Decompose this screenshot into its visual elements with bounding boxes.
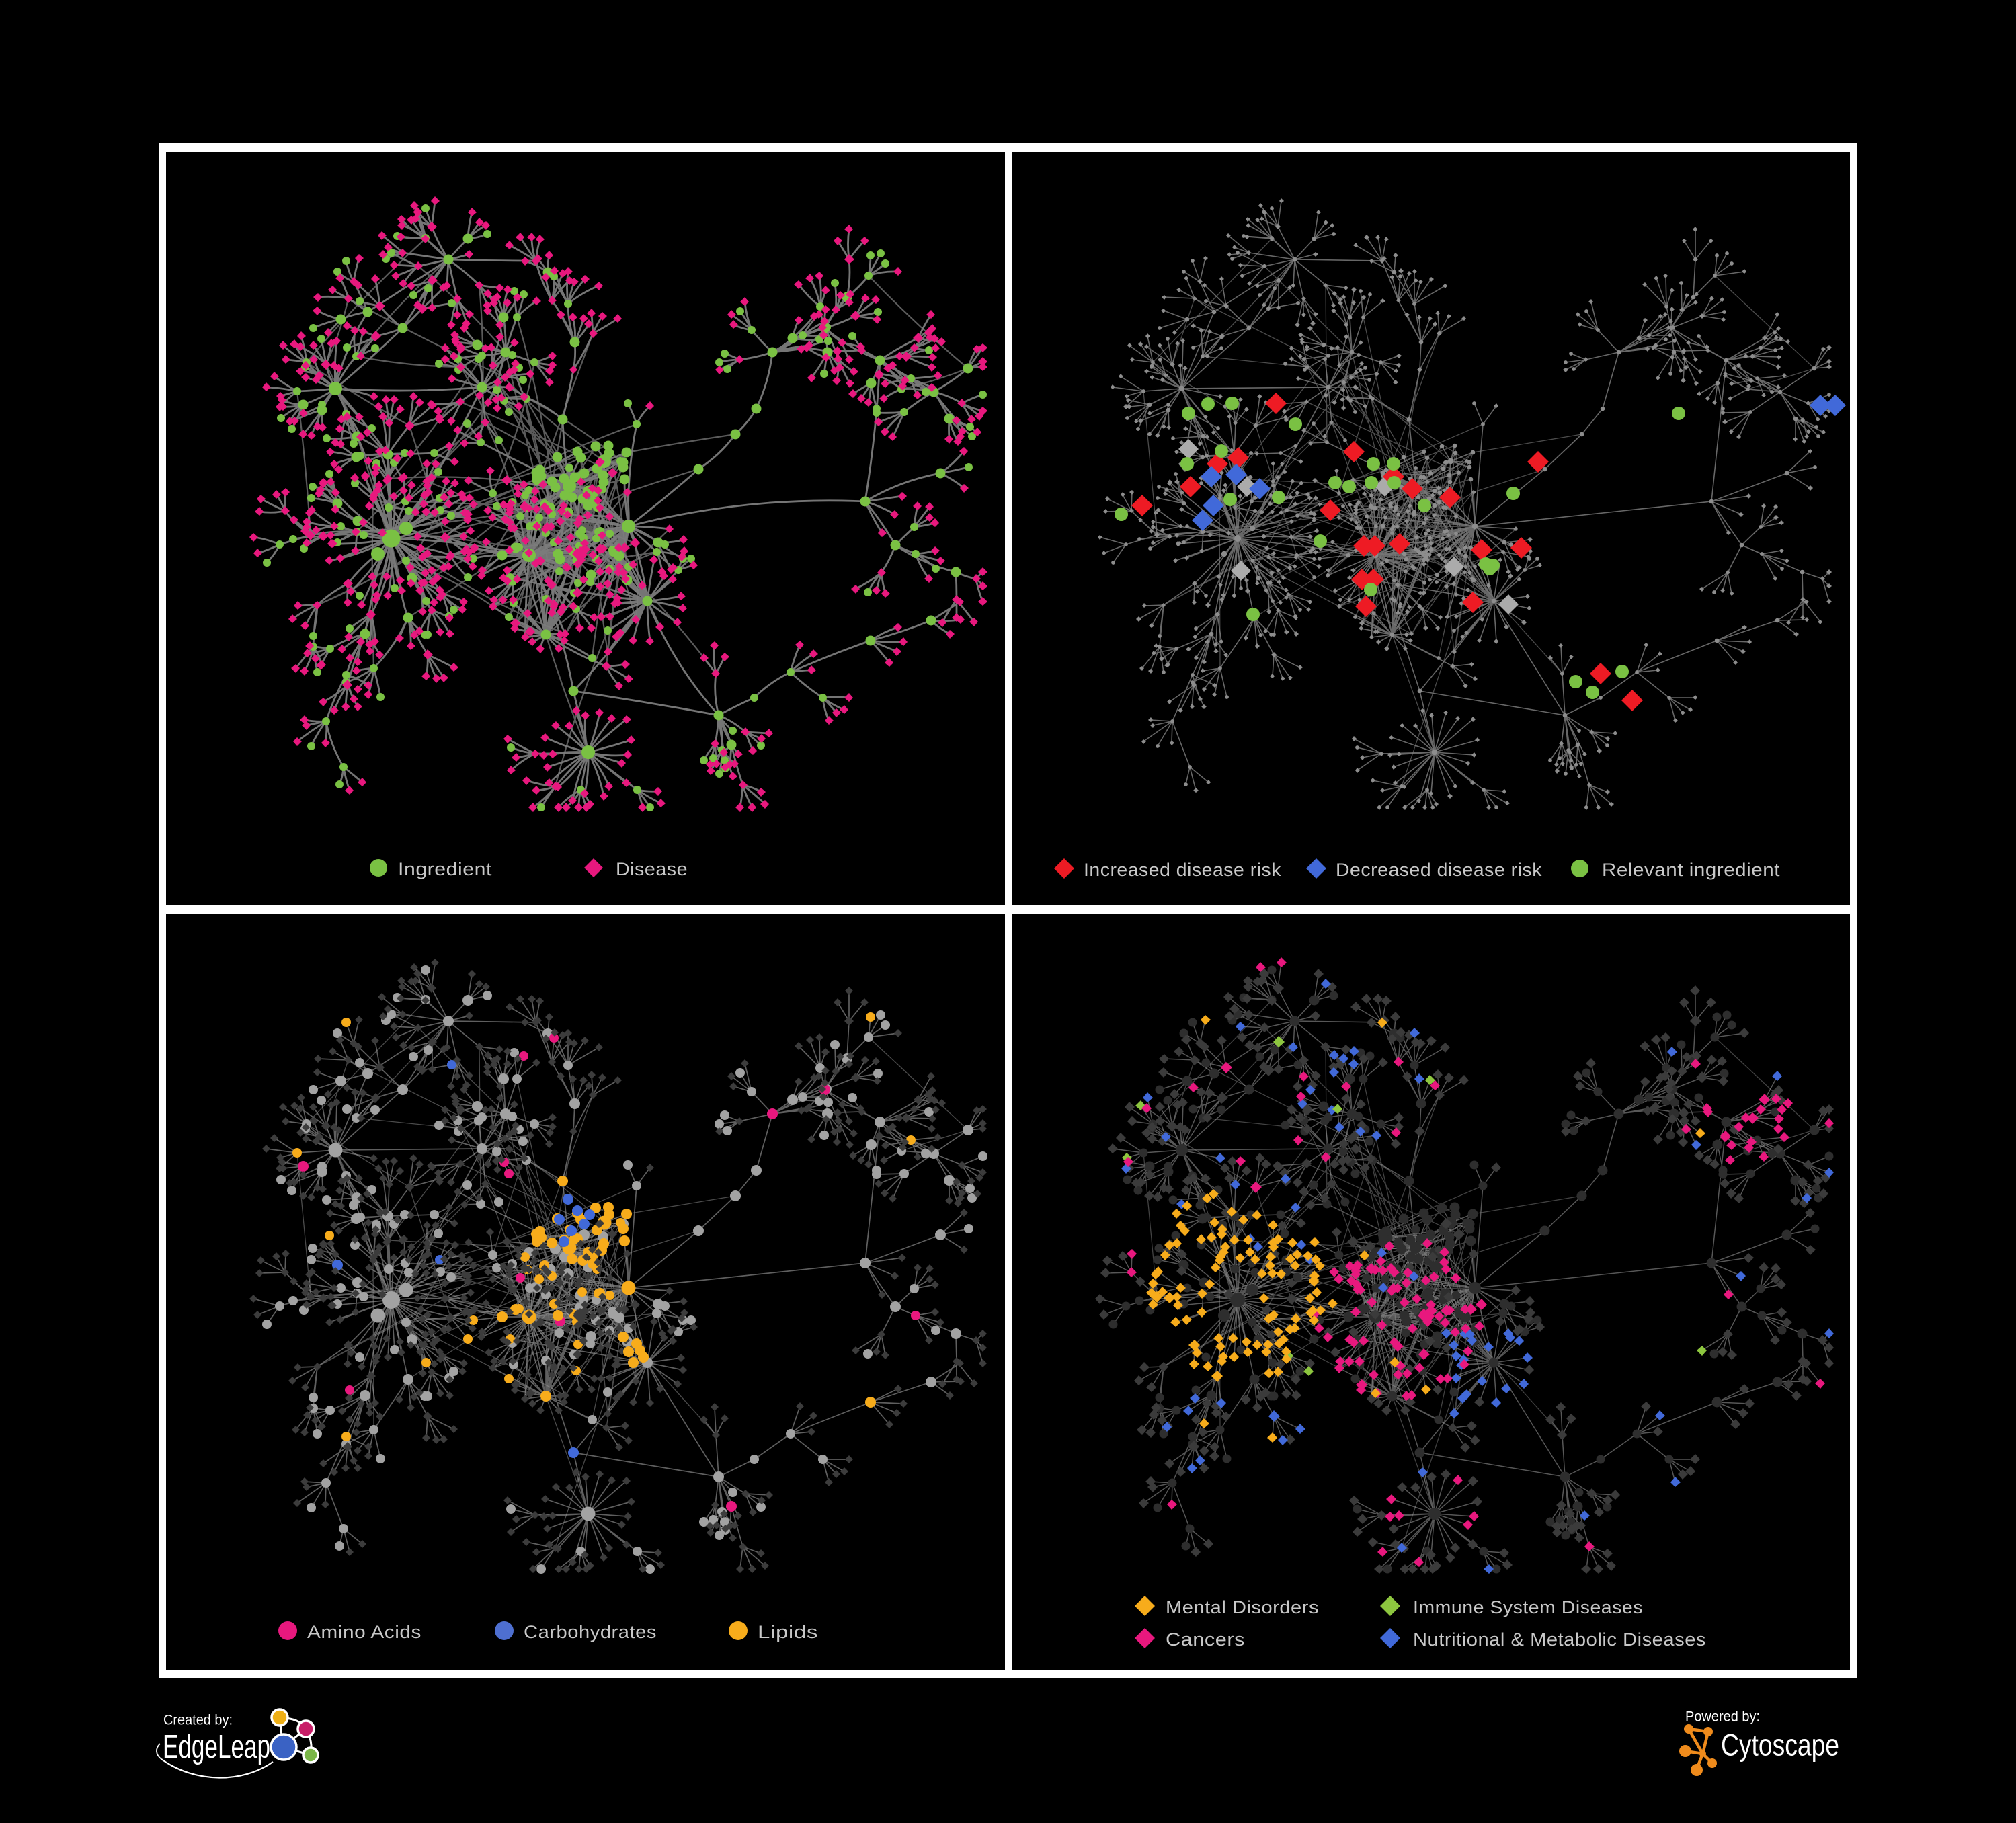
svg-text:Created by:: Created by: (163, 1713, 233, 1728)
svg-text:Cancers: Cancers (1166, 1629, 1245, 1650)
svg-text:Mental Disorders: Mental Disorders (1166, 1597, 1319, 1617)
svg-text:Amino Acids: Amino Acids (307, 1622, 421, 1642)
svg-text:Cytoscape: Cytoscape (1721, 1728, 1839, 1763)
svg-text:Powered by:: Powered by: (1685, 1709, 1760, 1725)
svg-text:Decreased disease risk: Decreased disease risk (1336, 860, 1542, 880)
svg-text:EdgeLeap: EdgeLeap (163, 1729, 270, 1765)
svg-text:Carbohydrates: Carbohydrates (524, 1622, 657, 1642)
svg-text:Ingredient: Ingredient (398, 859, 492, 879)
svg-text:Increased disease risk: Increased disease risk (1084, 860, 1281, 880)
svg-text:Nutritional & Metabolic Diseas: Nutritional & Metabolic Diseases (1413, 1629, 1706, 1650)
svg-text:Lipids: Lipids (758, 1622, 818, 1642)
svg-text:Immune System Diseases: Immune System Diseases (1413, 1597, 1643, 1617)
svg-text:Relevant ingredient: Relevant ingredient (1602, 860, 1780, 880)
svg-text:Disease: Disease (616, 859, 688, 879)
